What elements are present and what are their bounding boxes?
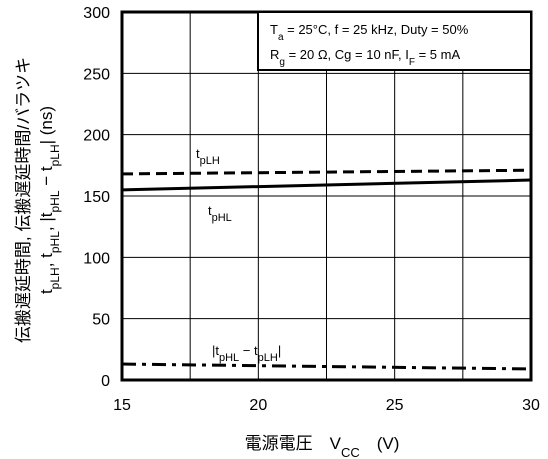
x-tick-label: 15: [113, 397, 131, 414]
conditions-box-border: [257, 11, 532, 71]
y-tick-label: 150: [83, 189, 110, 206]
y-axis-label: 伝搬遅延時間, 伝搬遅延時間/バラツキ tpLH, tpHL, |tpHL − …: [14, 57, 62, 343]
y-tick-label: 300: [83, 5, 110, 22]
y-tick-label: 100: [83, 250, 110, 267]
y-tick-label: 50: [92, 312, 110, 329]
series-label-difference: |tpHL − tpLH|: [212, 343, 281, 364]
series-line-3: [121, 362, 532, 371]
series-line-1: [121, 168, 532, 176]
y-tick-label: 200: [83, 128, 110, 145]
y-tick-label: 0: [101, 373, 110, 390]
series-line-2: [121, 178, 532, 192]
chart-series: [121, 168, 532, 371]
x-tick-label: 30: [522, 397, 540, 414]
y-axis-label-line-1: 伝搬遅延時間, 伝搬遅延時間/バラツキ: [14, 57, 33, 343]
series-label-tplh: tpLH: [196, 146, 220, 167]
x-tick-label: 20: [249, 397, 267, 414]
series-label-tphl: tpHL: [208, 203, 232, 224]
conditions-line-1: Ta = 25°C, f = 25 kHz, Duty = 50%: [270, 22, 469, 43]
x-tick-label: 25: [386, 397, 404, 414]
conditions-line-2: Rg = 20 Ω, Cg = 10 nF, IF = 5 mA: [270, 47, 460, 68]
conditions-box: Ta = 25°C, f = 25 kHz, Duty = 50% Rg = 2…: [257, 11, 532, 71]
y-axis-label-line-2: tpLH, tpHL, |tpHL − tpLH| (ns): [37, 106, 62, 294]
tick-labels: 0 50 100 150 200 250 300 15 20 25 30: [83, 5, 540, 414]
y-tick-label: 250: [83, 66, 110, 83]
x-axis-label: 電源電圧 VCC (V): [245, 434, 400, 459]
